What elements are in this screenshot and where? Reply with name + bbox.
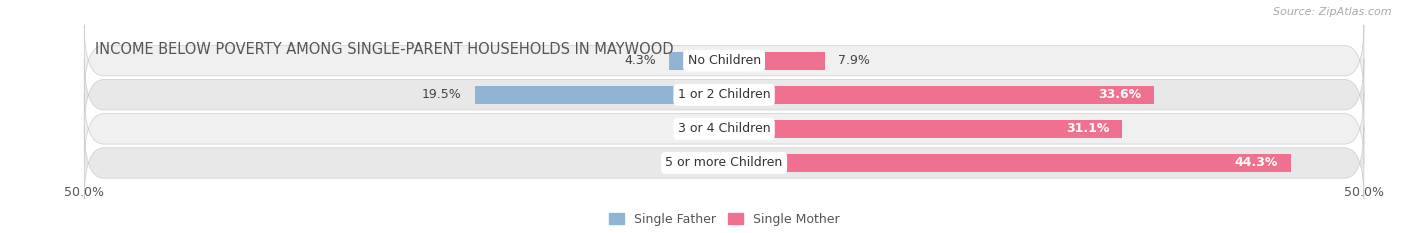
- Legend: Single Father, Single Mother: Single Father, Single Mother: [603, 208, 845, 231]
- Bar: [475, 86, 724, 104]
- Text: 1 or 2 Children: 1 or 2 Children: [678, 88, 770, 101]
- Text: Source: ZipAtlas.com: Source: ZipAtlas.com: [1274, 7, 1392, 17]
- FancyBboxPatch shape: [84, 25, 1364, 97]
- Text: 19.5%: 19.5%: [422, 88, 461, 101]
- Text: 5 or more Children: 5 or more Children: [665, 157, 783, 169]
- Text: 33.6%: 33.6%: [1098, 88, 1142, 101]
- Bar: [724, 120, 1122, 138]
- Bar: [724, 86, 1154, 104]
- Bar: [724, 154, 1291, 172]
- Text: 4.3%: 4.3%: [624, 54, 657, 67]
- Text: INCOME BELOW POVERTY AMONG SINGLE-PARENT HOUSEHOLDS IN MAYWOOD: INCOME BELOW POVERTY AMONG SINGLE-PARENT…: [94, 42, 673, 57]
- Text: No Children: No Children: [688, 54, 761, 67]
- Text: 31.1%: 31.1%: [1066, 122, 1109, 135]
- Text: 0.0%: 0.0%: [675, 122, 707, 135]
- FancyBboxPatch shape: [84, 93, 1364, 165]
- Bar: [720, 120, 724, 138]
- Text: 44.3%: 44.3%: [1234, 157, 1278, 169]
- Bar: [724, 52, 825, 70]
- Text: 7.9%: 7.9%: [838, 54, 870, 67]
- Bar: [720, 154, 724, 172]
- Text: 3 or 4 Children: 3 or 4 Children: [678, 122, 770, 135]
- FancyBboxPatch shape: [84, 127, 1364, 199]
- Text: 0.0%: 0.0%: [675, 157, 707, 169]
- Bar: [669, 52, 724, 70]
- FancyBboxPatch shape: [84, 59, 1364, 131]
